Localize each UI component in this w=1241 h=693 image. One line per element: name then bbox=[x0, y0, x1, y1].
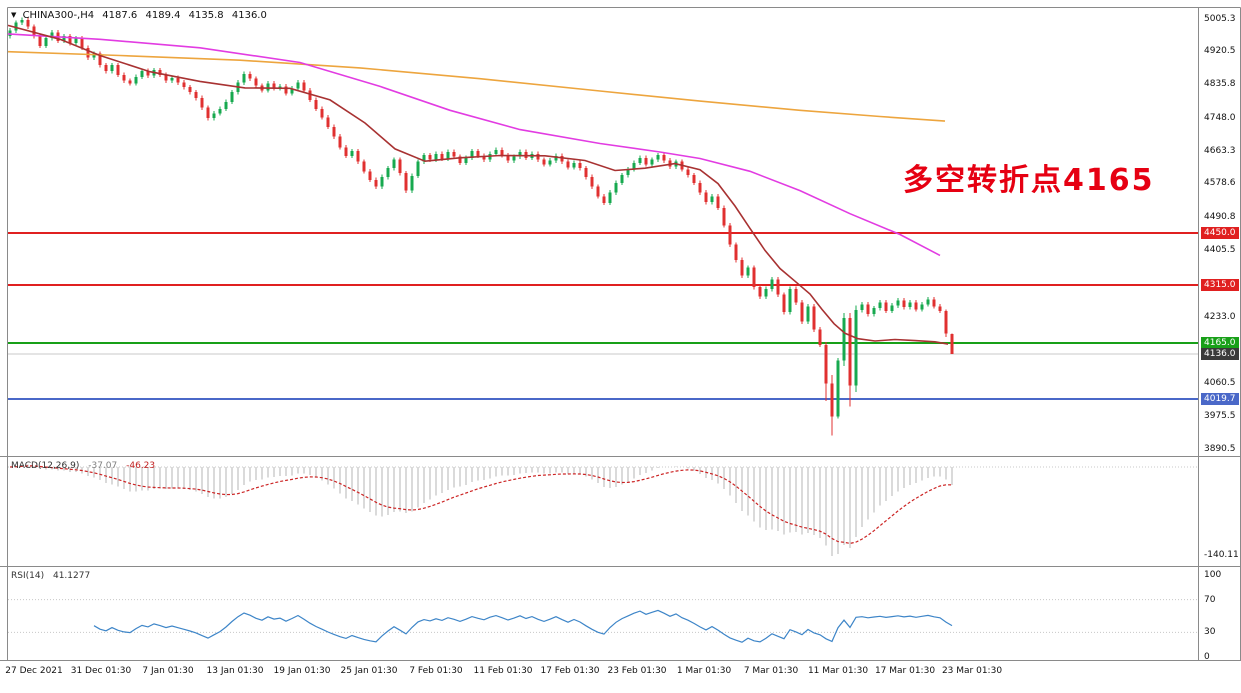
annotation-text[interactable]: 多空转折点4165 bbox=[903, 163, 1155, 198]
symbol-name: CHINA300-,H4 bbox=[22, 10, 95, 21]
ohlc-close: 4136.0 bbox=[231, 10, 267, 21]
price-level-label: 4136.0 bbox=[1201, 348, 1239, 361]
rsi-axis-tick: 100 bbox=[1204, 570, 1222, 580]
ohlc-low: 4135.8 bbox=[188, 10, 224, 21]
ohlc-high: 4189.4 bbox=[145, 10, 181, 21]
x-axis-tick: 7 Feb 01:30 bbox=[409, 666, 463, 676]
x-axis-tick: 25 Jan 01:30 bbox=[340, 666, 398, 676]
macd-axis-min-label: -140.11 bbox=[1204, 550, 1239, 560]
rsi-name: RSI(14) bbox=[11, 571, 45, 581]
symbol-dropdown-icon[interactable]: ▼ bbox=[11, 11, 17, 19]
y-axis-tick: 4835.8 bbox=[1204, 79, 1236, 90]
x-axis-tick: 7 Jan 01:30 bbox=[142, 666, 194, 676]
y-axis-tick: 3975.5 bbox=[1204, 411, 1236, 422]
x-axis-tick: 23 Feb 01:30 bbox=[607, 666, 667, 676]
macd-signal-line bbox=[9, 465, 953, 545]
rsi-line bbox=[93, 609, 953, 643]
macd-value-main: -37.07 bbox=[88, 461, 118, 471]
x-axis-tick: 7 Mar 01:30 bbox=[743, 666, 799, 676]
x-axis-tick: 1 Mar 01:30 bbox=[676, 666, 732, 676]
rsi-value: 41.1277 bbox=[52, 571, 91, 581]
x-axis-tick: 11 Mar 01:30 bbox=[807, 666, 869, 676]
macd-name: MACD(12,26,9) bbox=[11, 461, 80, 471]
macd-value-signal: -46.23 bbox=[126, 461, 156, 471]
price-level-label: 4315.0 bbox=[1201, 279, 1239, 292]
y-axis-tick: 4490.8 bbox=[1204, 212, 1236, 223]
x-axis-tick: 17 Feb 01:30 bbox=[540, 666, 600, 676]
price-level-label: 4450.0 bbox=[1201, 227, 1239, 239]
y-axis-tick: 5005.3 bbox=[1204, 13, 1236, 24]
ma-fast-line bbox=[7, 24, 949, 345]
rsi-axis-tick: 30 bbox=[1204, 627, 1216, 638]
macd-indicator-label: MACD(12,26,9) -37.07 -46.23 bbox=[11, 461, 155, 471]
chart-header: ▼ CHINA300-,H4 4187.6 4189.4 4135.8 4136… bbox=[11, 10, 272, 21]
x-axis-tick: 19 Jan 01:30 bbox=[273, 666, 331, 676]
macd-histogram bbox=[15, 464, 953, 556]
y-axis-tick: 4920.5 bbox=[1204, 46, 1236, 57]
y-axis-tick: 4060.5 bbox=[1204, 378, 1236, 389]
y-axis-tick: 4578.6 bbox=[1204, 178, 1236, 189]
rsi-axis-tick: 0 bbox=[1204, 652, 1210, 662]
rsi-axis-tick: 70 bbox=[1204, 594, 1216, 605]
price-level-label: 4165.0 bbox=[1201, 336, 1239, 349]
ma-mid-line bbox=[7, 33, 941, 257]
x-axis-tick: 27 Dec 2021 bbox=[5, 666, 63, 676]
x-axis-tick: 17 Mar 01:30 bbox=[874, 666, 936, 676]
x-axis-tick: 11 Feb 01:30 bbox=[473, 666, 533, 676]
ohlc-open: 4187.6 bbox=[102, 10, 138, 21]
y-axis-tick: 4405.5 bbox=[1204, 245, 1236, 256]
ma-slow-line bbox=[7, 50, 946, 122]
y-axis-tick: 4748.0 bbox=[1204, 113, 1236, 124]
candles-layer bbox=[8, 17, 954, 436]
x-axis-tick: 31 Dec 01:30 bbox=[70, 666, 132, 676]
x-axis-tick: 13 Jan 01:30 bbox=[206, 666, 264, 676]
y-axis-tick: 4233.0 bbox=[1204, 311, 1236, 322]
rsi-indicator-label: RSI(14) 41.1277 bbox=[11, 571, 90, 581]
y-axis-tick: 4663.3 bbox=[1204, 145, 1236, 156]
time-axis[interactable]: 27 Dec 2021 31 Dec 01:30 7 Jan 01:30 13 Jan… bbox=[0, 661, 1241, 693]
x-axis-tick: 23 Mar 01:30 bbox=[941, 666, 1003, 676]
price-axis[interactable]: -140.11 5005.3 4920.5 4835.8 4748.0 4663.3 45… bbox=[1199, 0, 1241, 662]
price-level-label: 4019.7 bbox=[1201, 393, 1239, 405]
y-axis-tick: 3890.5 bbox=[1204, 443, 1236, 454]
